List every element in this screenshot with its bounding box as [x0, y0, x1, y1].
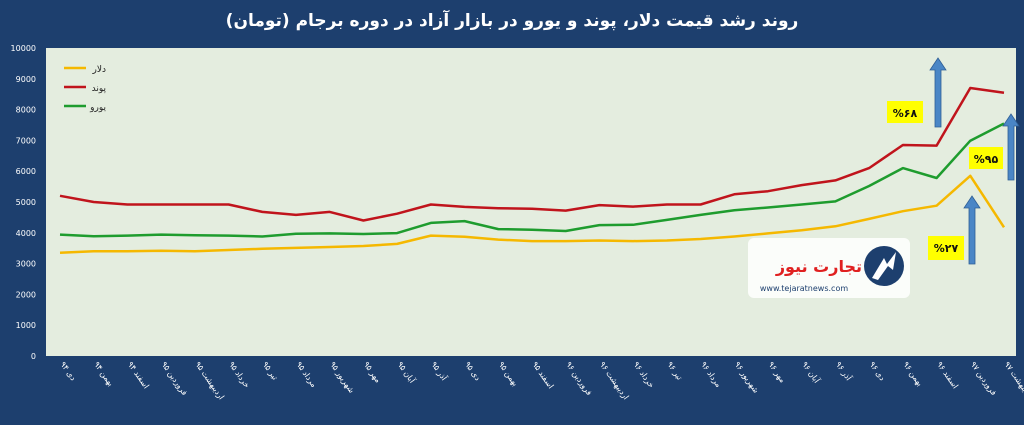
x-tick-label: بهمن ۹۵ [497, 360, 520, 388]
x-tick-label: شهریور ۹۶ [733, 360, 761, 395]
y-tick-label: 7000 [16, 136, 36, 145]
x-tick-label: آذر ۹۶ [834, 359, 855, 382]
x-tick-label: بهمن ۹۴ [92, 360, 115, 388]
brand-name: تجارت نیوز [775, 257, 862, 276]
pound-annotation: %۶۸ [887, 57, 947, 128]
x-tick-label: دی ۹۴ [58, 360, 78, 383]
y-tick-label: 0 [31, 352, 36, 361]
x-tick-label: خرداد ۹۶ [632, 360, 657, 390]
legend-label-pound: پوند [92, 84, 107, 94]
pound-increase-arrow-icon [929, 57, 947, 128]
x-tick-label: دی ۹۶ [868, 360, 888, 383]
dollar-increase-arrow-icon [963, 195, 981, 265]
x-tick-label: دی ۹۵ [463, 360, 483, 383]
x-tick-label: تیر ۹۵ [261, 360, 280, 382]
dollar-annotation-label: %۲۷ [934, 242, 959, 255]
y-axis-tick-labels: 0 1000 2000 3000 4000 5000 6000 7000 8000 9000 100… [11, 44, 36, 361]
y-tick-label: 8000 [16, 106, 36, 115]
series-line-euro [59, 122, 1005, 238]
x-tick-label: تیر ۹۶ [665, 360, 684, 382]
x-tick-label: مهر ۹۶ [766, 360, 787, 384]
x-tick-label: فروردین ۹۷ [969, 360, 999, 397]
x-tick-label: ۱۶ اردیبهشت ۹۷ [1002, 360, 1024, 410]
x-tick-label: خرداد ۹۵ [227, 360, 252, 390]
pound-annotation-label: %۶۸ [893, 107, 918, 120]
legend: دلار پوند یورو [64, 65, 106, 113]
brand-url: www.tejaratnews.com [760, 284, 848, 293]
x-tick-label: آبان ۹۶ [800, 359, 822, 385]
watermark-logo: تجارت نیوز www.tejaratnews.com [748, 238, 910, 298]
series-line-pound [59, 86, 1005, 222]
chart-title: روند رشد قیمت دلار، پوند و یورو در بازار… [226, 9, 799, 31]
x-tick-label: آبان ۹۵ [396, 359, 418, 385]
x-tick-label: مرداد ۹۶ [699, 360, 723, 389]
x-tick-label: اسفند ۹۴ [126, 360, 151, 390]
legend-label-euro: یورو [89, 103, 106, 113]
euro-annotation-box [969, 147, 1003, 169]
series-line-dollar [59, 174, 1006, 255]
euro-annotation: %۹۵ [969, 113, 1020, 181]
y-tick-label: 5000 [16, 198, 36, 207]
dollar-annotation-box [928, 236, 964, 260]
x-tick-label: بهمن ۹۶ [901, 360, 924, 388]
x-tick-label: فروردین ۹۵ [160, 360, 190, 397]
x-tick-label: اسفند ۹۵ [530, 360, 555, 390]
x-tick-label: شهریور ۹۵ [328, 360, 356, 395]
x-tick-label: آذر ۹۵ [429, 359, 450, 382]
x-tick-label: اردیبهشت ۹۶ [598, 360, 631, 401]
y-tick-label: 4000 [16, 229, 36, 238]
y-tick-label: 10000 [11, 44, 36, 53]
y-tick-label: 3000 [16, 260, 36, 269]
plot-area [46, 48, 1016, 356]
euro-annotation-label: %۹۵ [974, 153, 999, 166]
y-tick-label: 6000 [16, 167, 36, 176]
y-tick-label: 1000 [16, 321, 36, 330]
euro-increase-arrow-icon [1002, 113, 1020, 181]
x-tick-label: مرداد ۹۵ [294, 360, 318, 389]
x-tick-label: اردیبهشت ۹۵ [193, 360, 226, 401]
x-tick-label: فروردین ۹۶ [564, 360, 594, 397]
brand-emblem-arrow-icon [872, 252, 896, 280]
legend-label-dollar: دلار [92, 65, 107, 75]
y-tick-label: 2000 [16, 290, 36, 299]
x-tick-label: مهر ۹۵ [362, 360, 383, 384]
dollar-annotation: %۲۷ [928, 195, 981, 265]
pound-annotation-box [887, 101, 923, 123]
x-tick-label: اسفند ۹۶ [935, 360, 960, 390]
y-tick-label: 9000 [16, 75, 36, 84]
series-lines [59, 86, 1006, 255]
